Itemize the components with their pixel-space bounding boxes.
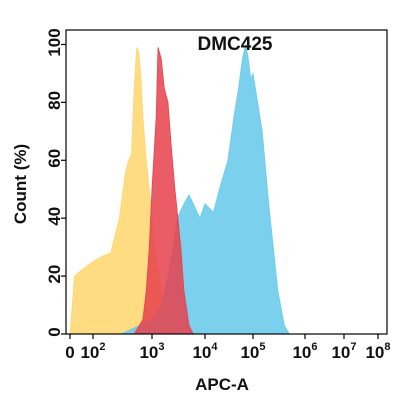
x-axis-title: APC-A (195, 375, 249, 394)
x-tick-label: 0 (65, 343, 74, 362)
x-tick-label: 106 (292, 341, 317, 362)
chart-title: DMC425 (198, 34, 273, 55)
histogram-series-3 (133, 47, 194, 335)
y-axis-title: Count (%) (11, 144, 30, 224)
y-tick-label: 100 (45, 28, 64, 56)
x-tick-label: 104 (192, 341, 218, 362)
y-axis-ticks: 0 20 40 60 80 100 (45, 28, 66, 337)
axes (65, 29, 388, 335)
plot-area (69, 44, 290, 335)
x-axis-ticks: 0 102 103 104 105 106 107 108 (65, 334, 391, 362)
y-tick-label: 0 (45, 327, 64, 336)
y-tick-label: 40 (45, 207, 64, 226)
x-tick-label: 107 (331, 341, 356, 362)
y-tick-label: 60 (45, 149, 64, 168)
x-tick-label: 105 (240, 341, 265, 362)
x-tick-label: 108 (365, 341, 390, 362)
x-tick-label: 103 (139, 341, 164, 362)
plot-frame (65, 29, 388, 335)
y-tick-label: 80 (45, 91, 64, 110)
x-tick-label: 102 (80, 341, 105, 362)
y-tick-label: 20 (45, 265, 64, 284)
